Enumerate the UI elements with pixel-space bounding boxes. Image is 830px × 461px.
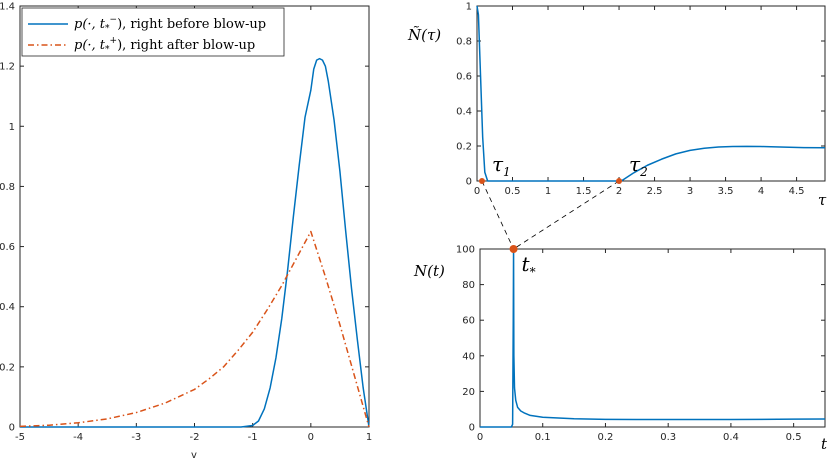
x-tick-label: 3.5 (718, 186, 734, 197)
left-chart: -5 -4 -3 -2 -1 0 1 0 0.2 0.4 0.6 0.8 1 1.2 1.4 v p(·, … (0, 2, 372, 461)
x-tick-label: 4.5 (789, 186, 805, 197)
top-right-ticks: 0 0.5 1 1.5 2 2.5 3 3.5 4 4.5 0 0.2 0.4 0.6 0.8 1 (456, 2, 825, 197)
bottom-right-lines (480, 248, 826, 428)
x-tick-label: -5 (15, 432, 25, 443)
y-tick-label: 0.8 (456, 37, 472, 48)
bottom-right-chart: 0 0.1 0.2 0.3 0.4 0.5 0 20 40 60 80 100 N(t) t (413, 245, 828, 454)
x-tick-label: 0 (477, 432, 483, 443)
y-tick-label: 1.4 (0, 2, 15, 13)
series-line-0 (20, 57, 370, 428)
label-tau2: τ2 (629, 152, 648, 179)
x-tick-label: -2 (190, 432, 200, 443)
y-tick-label: 0 (9, 423, 15, 434)
left-lines (19, 57, 370, 428)
x-tick-label: 0 (474, 186, 480, 197)
connectors: τ1 τ2 t* (478, 152, 648, 279)
top-right-xlabel: τ (818, 191, 827, 209)
legend-box (21, 7, 285, 57)
top-right-plot-box (476, 5, 826, 182)
y-tick-label: 0 (469, 423, 475, 434)
x-tick-label: 2 (616, 186, 622, 197)
bottom-right-ylabel: N(t) (413, 262, 445, 280)
x-tick-label: -3 (131, 432, 141, 443)
y-tick-label: 0 (466, 177, 472, 188)
x-tick-label: 0.4 (723, 432, 739, 443)
series-line-0 (480, 248, 826, 428)
left-ticks: -5 -4 -3 -2 -1 0 1 0 0.2 0.4 0.6 0.8 1 1.2 1.4 (0, 2, 372, 444)
y-tick-label: 0.2 (456, 142, 472, 153)
x-tick-label: 0.3 (660, 432, 676, 443)
label-tstar: t* (522, 252, 536, 279)
y-tick-label: 0.8 (0, 182, 15, 193)
x-tick-label: 1.5 (576, 186, 592, 197)
y-tick-label: 0.4 (456, 107, 472, 118)
x-tick-label: 2.5 (647, 186, 663, 197)
x-tick-label: 3 (687, 186, 693, 197)
x-tick-label: 0.2 (598, 432, 614, 443)
x-tick-label: 1 (545, 186, 551, 197)
left-xlabel: v (191, 450, 197, 461)
bottom-right-plot-box (479, 248, 826, 428)
y-tick-label: 60 (462, 316, 475, 327)
marker-tau1 (478, 178, 485, 184)
bottom-right-xlabel: t (821, 435, 828, 453)
y-tick-label: 80 (462, 280, 475, 291)
marker-tstar (509, 245, 518, 253)
x-tick-label: -4 (73, 432, 83, 443)
top-right-chart: 0 0.5 1 1.5 2 2.5 3 3.5 4 4.500.20.40.60.81 Ñ(τ) … (407, 2, 827, 210)
x-tick-label: 1 (366, 432, 372, 443)
x-tick-label: -1 (248, 432, 258, 443)
label-tau1: τ1 (492, 152, 511, 179)
connector-tau2 (513, 180, 620, 250)
legend-label-orange: p(·, t*+), right after blow-up (74, 36, 255, 55)
y-tick-label: 0.4 (0, 302, 15, 313)
marker-tau2 (616, 178, 623, 184)
y-tick-label: 20 (462, 387, 475, 398)
y-tick-label: 1 (9, 122, 15, 133)
y-tick-label: 0.6 (456, 72, 472, 83)
y-tick-label: 40 (462, 351, 475, 362)
series-line-0 (476, 5, 826, 182)
left-plot-box (19, 5, 370, 428)
series-line-1 (19, 230, 370, 428)
legend-label-blue: p(·, t*−), right before blow-up (74, 15, 266, 34)
y-tick-label: 0.6 (0, 242, 15, 253)
top-right-ylabel: Ñ(τ) (407, 26, 441, 44)
x-tick-label: 4 (758, 186, 764, 197)
x-tick-label: 0.5 (786, 432, 802, 443)
bottom-right-ticks: 0 0.1 0.2 0.3 0.4 0.5 0 20 40 60 80 100 (456, 245, 825, 443)
y-tick-label: 0.2 (0, 362, 15, 373)
y-tick-label: 1 (466, 2, 472, 13)
connector-tau1 (481, 180, 514, 250)
y-tick-label: 100 (456, 245, 475, 256)
x-tick-label: 0.1 (535, 432, 551, 443)
y-tick-label: 1.2 (0, 62, 15, 73)
x-tick-label: 0.5 (505, 186, 521, 197)
x-tick-label: 0 (308, 432, 314, 443)
legend: p(·, t*−), right before blow-up p(·, t*+… (21, 7, 285, 57)
top-right-lines (476, 5, 826, 182)
